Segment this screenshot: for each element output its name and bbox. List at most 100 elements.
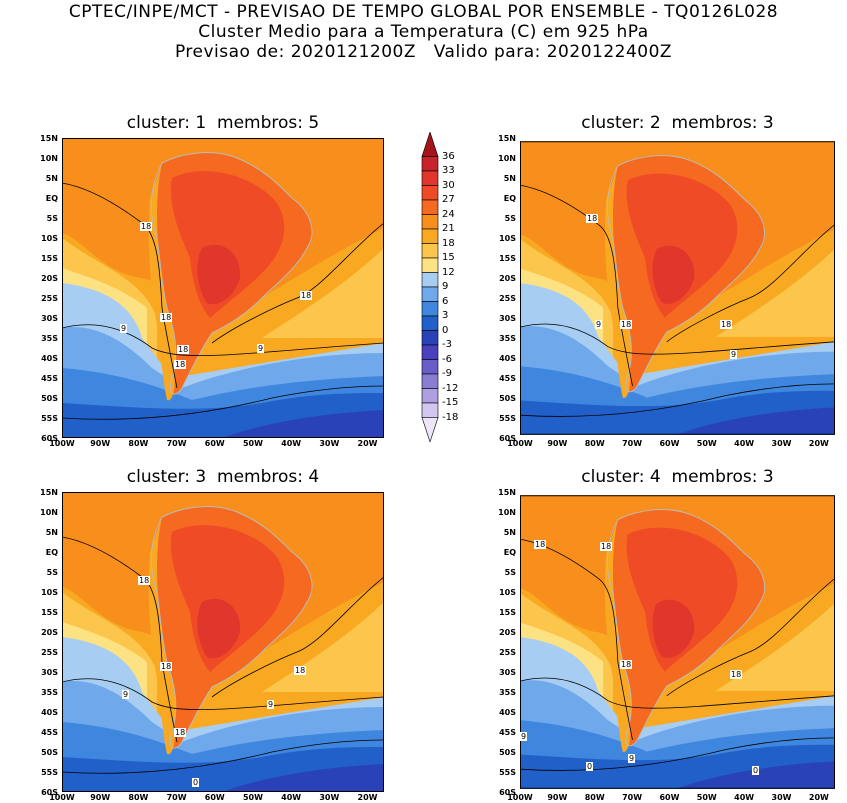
- panel-title-3: cluster: 3 membros: 4: [126, 467, 320, 487]
- map-frame: [62, 492, 384, 792]
- lat-tick-label: 50S: [41, 748, 58, 757]
- contour-label: 9: [120, 324, 128, 333]
- contour-18-east: [211, 222, 384, 344]
- contour-label: 18: [730, 670, 743, 679]
- lat-tick-label: 25S: [499, 294, 516, 303]
- colorbar-label: 15: [442, 252, 455, 263]
- lat-tick-label: 15N: [498, 488, 516, 497]
- lat-tick-label: 55S: [499, 414, 516, 423]
- lat-tick-label: 45S: [41, 374, 58, 383]
- colorbar-label: -15: [442, 397, 459, 408]
- lon-tick-label: 100W: [507, 439, 533, 448]
- lat-tick-label: 15S: [499, 608, 516, 617]
- band-15-east: [715, 248, 835, 337]
- lon-tick-label: 20W: [808, 439, 829, 448]
- lon-tick-label: 20W: [808, 793, 829, 802]
- contour-label: 9: [267, 700, 275, 709]
- lat-tick-label: 40S: [499, 708, 516, 717]
- lat-tick-label: 15N: [40, 134, 58, 143]
- lon-tick-label: 90W: [90, 793, 111, 802]
- colorbar-label: -18: [442, 411, 459, 423]
- lat-tick-label: 30S: [41, 668, 58, 677]
- lon-tick-label: 60W: [204, 793, 225, 802]
- lat-tick-label: 60S: [41, 788, 58, 797]
- lat-tick-label: 50S: [41, 394, 58, 403]
- map-frame: [62, 138, 384, 438]
- colorbar-label: 24: [442, 208, 455, 220]
- lon-tick-label: 70W: [166, 793, 187, 802]
- contour-0: [520, 383, 835, 417]
- colorbar-segment: [421, 344, 439, 360]
- lon-tick-label: 80W: [128, 793, 149, 802]
- lat-tick-label: 5S: [504, 214, 516, 223]
- colorbar-segment: [421, 402, 439, 418]
- lat-tick-label: 35S: [499, 688, 516, 697]
- lat-tick-label: 15N: [40, 488, 58, 497]
- lat-tick-label: 35S: [41, 688, 58, 697]
- hot-core-30: [197, 598, 241, 659]
- map-frame: [520, 141, 835, 435]
- contour-label: 18: [177, 345, 190, 354]
- contour-9: [520, 323, 835, 355]
- contour-label: 18: [620, 660, 633, 669]
- lat-tick-label: 10N: [40, 508, 58, 517]
- lon-tick-label: 60W: [659, 793, 680, 802]
- lat-tick-label: EQ: [503, 548, 516, 557]
- lat-tick-label: EQ: [45, 548, 58, 557]
- lon-tick-label: 30W: [771, 793, 792, 802]
- lon-tick-label: 50W: [696, 793, 717, 802]
- lat-tick-label: 55S: [41, 414, 58, 423]
- colorbar-segment: [421, 170, 439, 186]
- lon-tick-label: 80W: [584, 439, 605, 448]
- lat-tick-label: 45S: [41, 728, 58, 737]
- colorbar-segment: [421, 243, 439, 259]
- lon-tick-label: 70W: [166, 439, 187, 448]
- map-panel-4: [520, 495, 835, 789]
- contour-label: 18: [534, 540, 547, 549]
- colorbar-label: -9: [442, 368, 452, 379]
- lat-tick-label: 30S: [499, 668, 516, 677]
- coastline: [150, 152, 313, 395]
- lon-tick-label: 20W: [357, 439, 378, 448]
- band-15-east: [715, 602, 835, 691]
- contour-0: [62, 739, 384, 774]
- lon-tick-label: 40W: [734, 439, 755, 448]
- lat-tick-label: EQ: [503, 194, 516, 203]
- contour-label: 18: [140, 222, 153, 231]
- lon-tick-label: 80W: [128, 439, 149, 448]
- colorbar-label: 18: [442, 237, 455, 249]
- contour-label: 9: [122, 690, 130, 699]
- lat-tick-label: 35S: [499, 334, 516, 343]
- lon-tick-label: 60W: [659, 439, 680, 448]
- colorbar-segment: [421, 417, 439, 442]
- contour-label: 18: [160, 313, 173, 322]
- contour-label: 9: [257, 344, 265, 353]
- contour-9: [520, 677, 835, 709]
- colorbar-label: 3: [442, 310, 449, 321]
- lat-tick-label: 10S: [499, 588, 516, 597]
- lat-tick-label: 10N: [498, 154, 516, 163]
- colorbar-segment: [421, 228, 439, 244]
- contour-18-west: [62, 182, 178, 389]
- colorbar-label: 12: [442, 266, 455, 278]
- lat-tick-label: 40S: [41, 708, 58, 717]
- lon-tick-label: 100W: [49, 439, 75, 448]
- contour-9: [62, 324, 384, 357]
- panel-title-4: cluster: 4 membros: 3: [581, 467, 774, 487]
- lon-tick-label: 90W: [547, 793, 568, 802]
- contour-18-west: [520, 538, 633, 740]
- map-frame: [520, 495, 835, 789]
- coastline: [150, 506, 313, 749]
- contour-label: 18: [300, 291, 313, 300]
- contour-label: 18: [160, 662, 173, 671]
- colorbar-label: -12: [442, 382, 459, 394]
- colorbar-label: 6: [442, 295, 449, 307]
- hot-core-30: [652, 599, 695, 658]
- band-neg3: [676, 761, 835, 789]
- coastline: [606, 155, 765, 393]
- lat-tick-label: 30S: [499, 314, 516, 323]
- header-line-2: Cluster Medio para a Temperatura (C) em …: [198, 22, 649, 42]
- header-line-3: Previsao de: 2020121200Z Valido para: 20…: [174, 42, 673, 62]
- colorbar-segment: [421, 330, 439, 346]
- colorbar-segment: [421, 199, 439, 215]
